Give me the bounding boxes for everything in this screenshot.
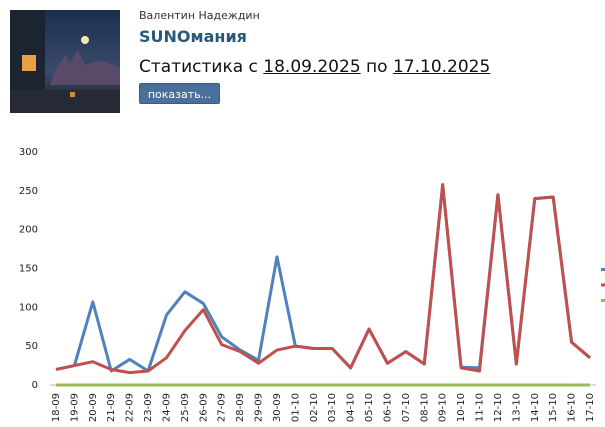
x-tick-label: 07-10 [401, 393, 412, 422]
x-tick-label: 04-10 [346, 393, 357, 422]
show-button[interactable]: показать... [139, 83, 220, 104]
legend-marker [601, 299, 605, 302]
stats-connector: по [366, 57, 388, 77]
stats-line: Статистика с 18.09.2025 по 17.10.2025 [139, 57, 490, 77]
x-tick-label: 12-10 [493, 393, 504, 422]
y-tick-label: 200 [19, 225, 38, 236]
x-tick-label: 08-10 [419, 393, 430, 422]
x-tick-label: 03-10 [327, 393, 338, 422]
x-tick-label: 28-09 [235, 393, 246, 422]
x-tick-label: 15-10 [548, 393, 559, 422]
x-tick-label: 18-09 [51, 393, 62, 422]
y-tick-label: 250 [19, 186, 38, 197]
x-tick-label: 02-10 [309, 393, 320, 422]
y-tick-label: 50 [25, 341, 38, 352]
x-tick-label: 13-10 [511, 393, 522, 422]
series-line [55, 183, 591, 375]
stats-prefix: Статистика с [139, 57, 258, 77]
x-tick-label: 11-10 [475, 393, 486, 422]
x-tick-label: 09-10 [438, 393, 449, 422]
date-from[interactable]: 18.09.2025 [263, 57, 361, 77]
series-line [55, 183, 591, 373]
x-tick-label: 06-10 [382, 393, 393, 422]
x-tick-label: 24-09 [161, 393, 172, 422]
x-tick-label: 01-10 [290, 393, 301, 422]
x-tick-label: 30-09 [272, 393, 283, 422]
y-tick-label: 100 [19, 302, 38, 313]
x-tick-label: 05-10 [364, 393, 375, 422]
y-tick-label: 300 [19, 147, 38, 158]
x-tick-label: 22-09 [125, 393, 136, 422]
x-tick-label: 20-09 [88, 393, 99, 422]
x-tick-label: 23-09 [143, 393, 154, 422]
page-title[interactable]: SUNOмания [139, 27, 247, 46]
x-tick-label: 16-10 [567, 393, 578, 422]
x-tick-label: 14-10 [530, 393, 541, 422]
x-tick-label: 17-10 [585, 393, 596, 422]
x-tick-label: 26-09 [198, 393, 209, 422]
date-to[interactable]: 17.10.2025 [392, 57, 491, 77]
profile-picture [10, 10, 120, 113]
legend-marker [601, 268, 605, 271]
author-name[interactable]: Валентин Надеждин [139, 9, 260, 22]
x-tick-label: 29-09 [254, 393, 265, 422]
x-tick-label: 19-09 [69, 393, 80, 422]
y-tick-label: 0 [32, 380, 38, 391]
y-tick-label: 150 [19, 264, 38, 275]
x-tick-label: 10-10 [456, 393, 467, 422]
x-tick-label: 25-09 [180, 393, 191, 422]
x-tick-label: 21-09 [106, 393, 117, 422]
x-tick-label: 27-09 [217, 393, 228, 422]
legend-marker [601, 283, 605, 287]
